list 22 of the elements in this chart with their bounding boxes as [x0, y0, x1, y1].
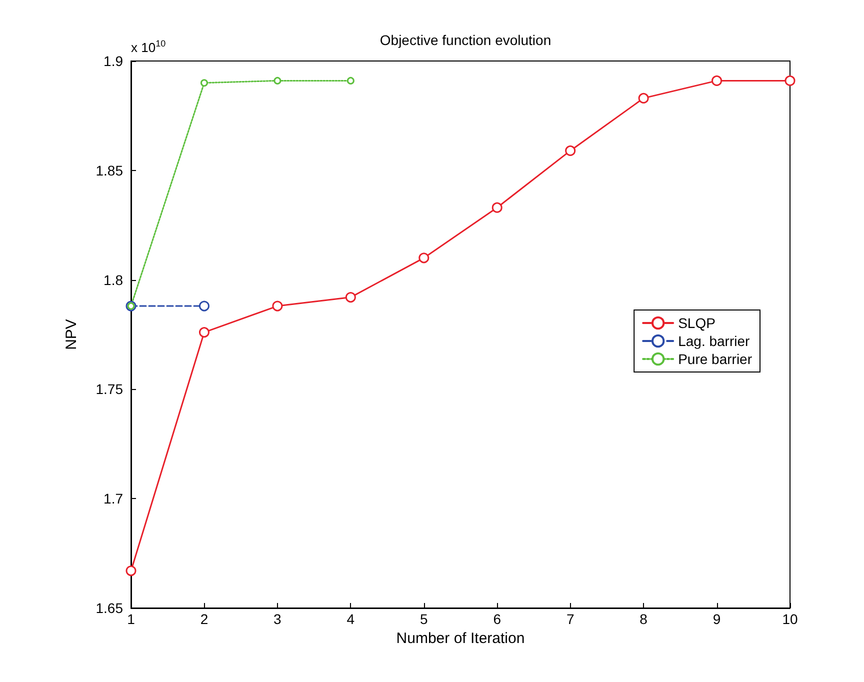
- x-tick-label: 1: [127, 611, 136, 627]
- legend-label: Pure barrier: [678, 351, 752, 367]
- y-tick-label: 1.7: [104, 490, 124, 507]
- x-axis-title: Number of Iteration: [396, 630, 525, 647]
- x-tick-label: 3: [274, 611, 282, 627]
- x-tick-label: 9: [712, 611, 721, 627]
- chart-title: Objective function evolution: [380, 32, 552, 48]
- y-tick-label: 1.65: [96, 600, 124, 616]
- x-tick-label: 5: [420, 611, 428, 627]
- y-tick-label: 1.85: [96, 162, 124, 178]
- x-tick-label: 10: [782, 611, 798, 627]
- x-tick-label: 6: [493, 611, 502, 627]
- y-axis-title: NPV: [63, 319, 80, 350]
- x-tick-label: 7: [566, 611, 574, 627]
- legend-label: Lag. barrier: [678, 333, 750, 349]
- y-tick-label: 1.75: [96, 381, 124, 398]
- x-tick-label: 2: [200, 611, 208, 627]
- x-tick-label: 8: [640, 611, 648, 627]
- x-tick-label: 4: [346, 611, 355, 627]
- legend-label: SLQP: [678, 315, 716, 331]
- y-tick-label: 1.8: [104, 272, 124, 288]
- y-tick-label: 1.9: [104, 53, 124, 69]
